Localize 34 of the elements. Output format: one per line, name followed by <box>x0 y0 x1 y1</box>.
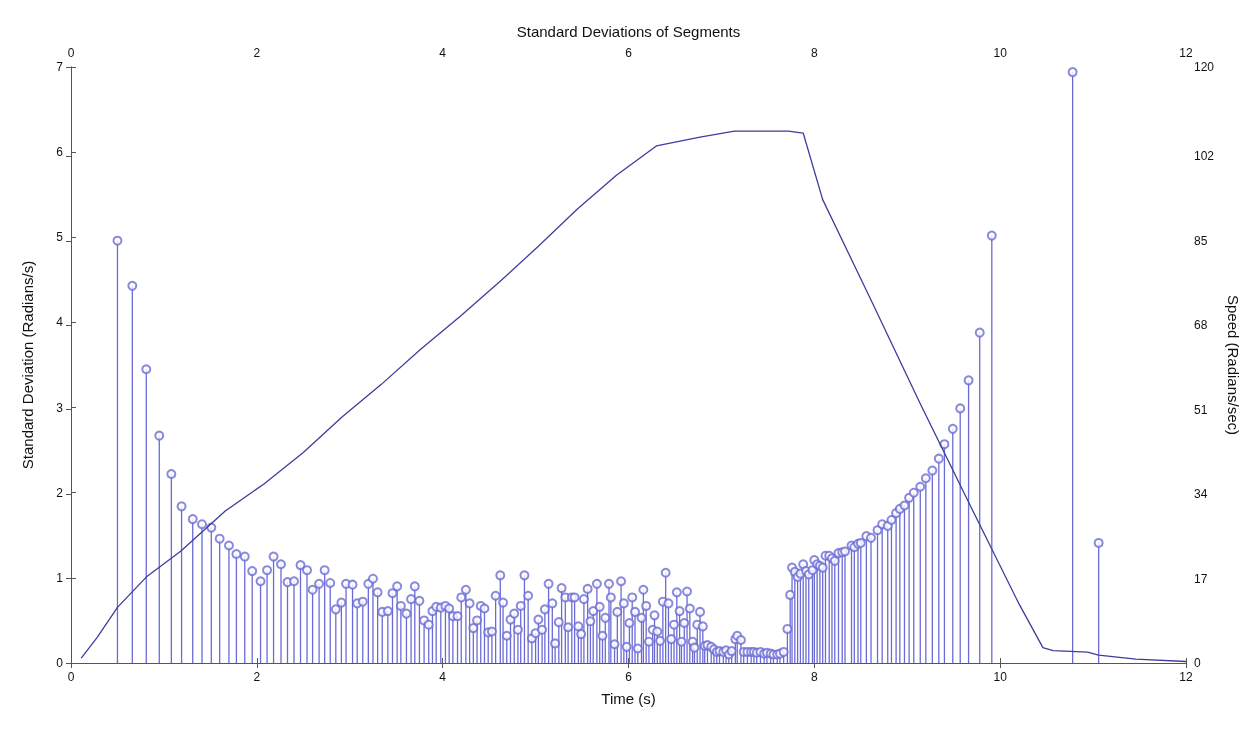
x-axis-title: Time (s) <box>601 690 656 707</box>
x-tick-label: 12 <box>1179 46 1193 60</box>
y-tick-label: 0 <box>56 656 64 670</box>
y-tick-label: 7 <box>56 60 64 74</box>
y-tick-label: 6 <box>56 145 64 160</box>
x-tick-label: 10 <box>993 46 1008 60</box>
y-tick-label: 5 <box>56 230 64 245</box>
y2-tick-label: 68 <box>1194 318 1208 333</box>
x-tick-label: 8 <box>810 46 818 60</box>
x2-tick-label: 4 <box>439 670 447 684</box>
x2-tick-label: 6 <box>625 670 633 684</box>
x-tick-label: 0 <box>67 46 75 60</box>
x2-tick-label: 8 <box>810 670 818 684</box>
y2-axis-title: Speed (Radians/sec) <box>1225 294 1242 436</box>
y-tick-label: 3 <box>56 400 64 415</box>
y-tick-label: 4 <box>56 315 64 330</box>
y-tick-label: 2 <box>56 485 64 500</box>
y2-tick-label: 102 <box>1194 149 1215 164</box>
y-tick-label: 1 <box>56 570 64 585</box>
x2-tick-label: 0 <box>67 670 75 684</box>
x-tick-label: 4 <box>439 46 447 60</box>
y2-tick-label: 17 <box>1194 571 1208 586</box>
x-tick-label: 6 <box>625 46 633 60</box>
y2-tick-label: 85 <box>1194 233 1208 248</box>
x2-tick-label: 2 <box>253 670 261 684</box>
y2-tick-label: 120 <box>1194 60 1215 74</box>
x-tick-label: 2 <box>253 46 261 60</box>
y2-tick-label: 0 <box>1194 656 1201 670</box>
y-axis-title: Standard Deviation (Radians/s) <box>19 260 36 470</box>
x2-tick-label: 12 <box>1179 670 1193 684</box>
y2-tick-label: 51 <box>1194 402 1208 417</box>
x2-tick-label: 10 <box>993 670 1008 684</box>
y2-tick-label: 34 <box>1194 487 1208 502</box>
x2-axis-title: Standard Deviations of Segments <box>516 23 741 40</box>
